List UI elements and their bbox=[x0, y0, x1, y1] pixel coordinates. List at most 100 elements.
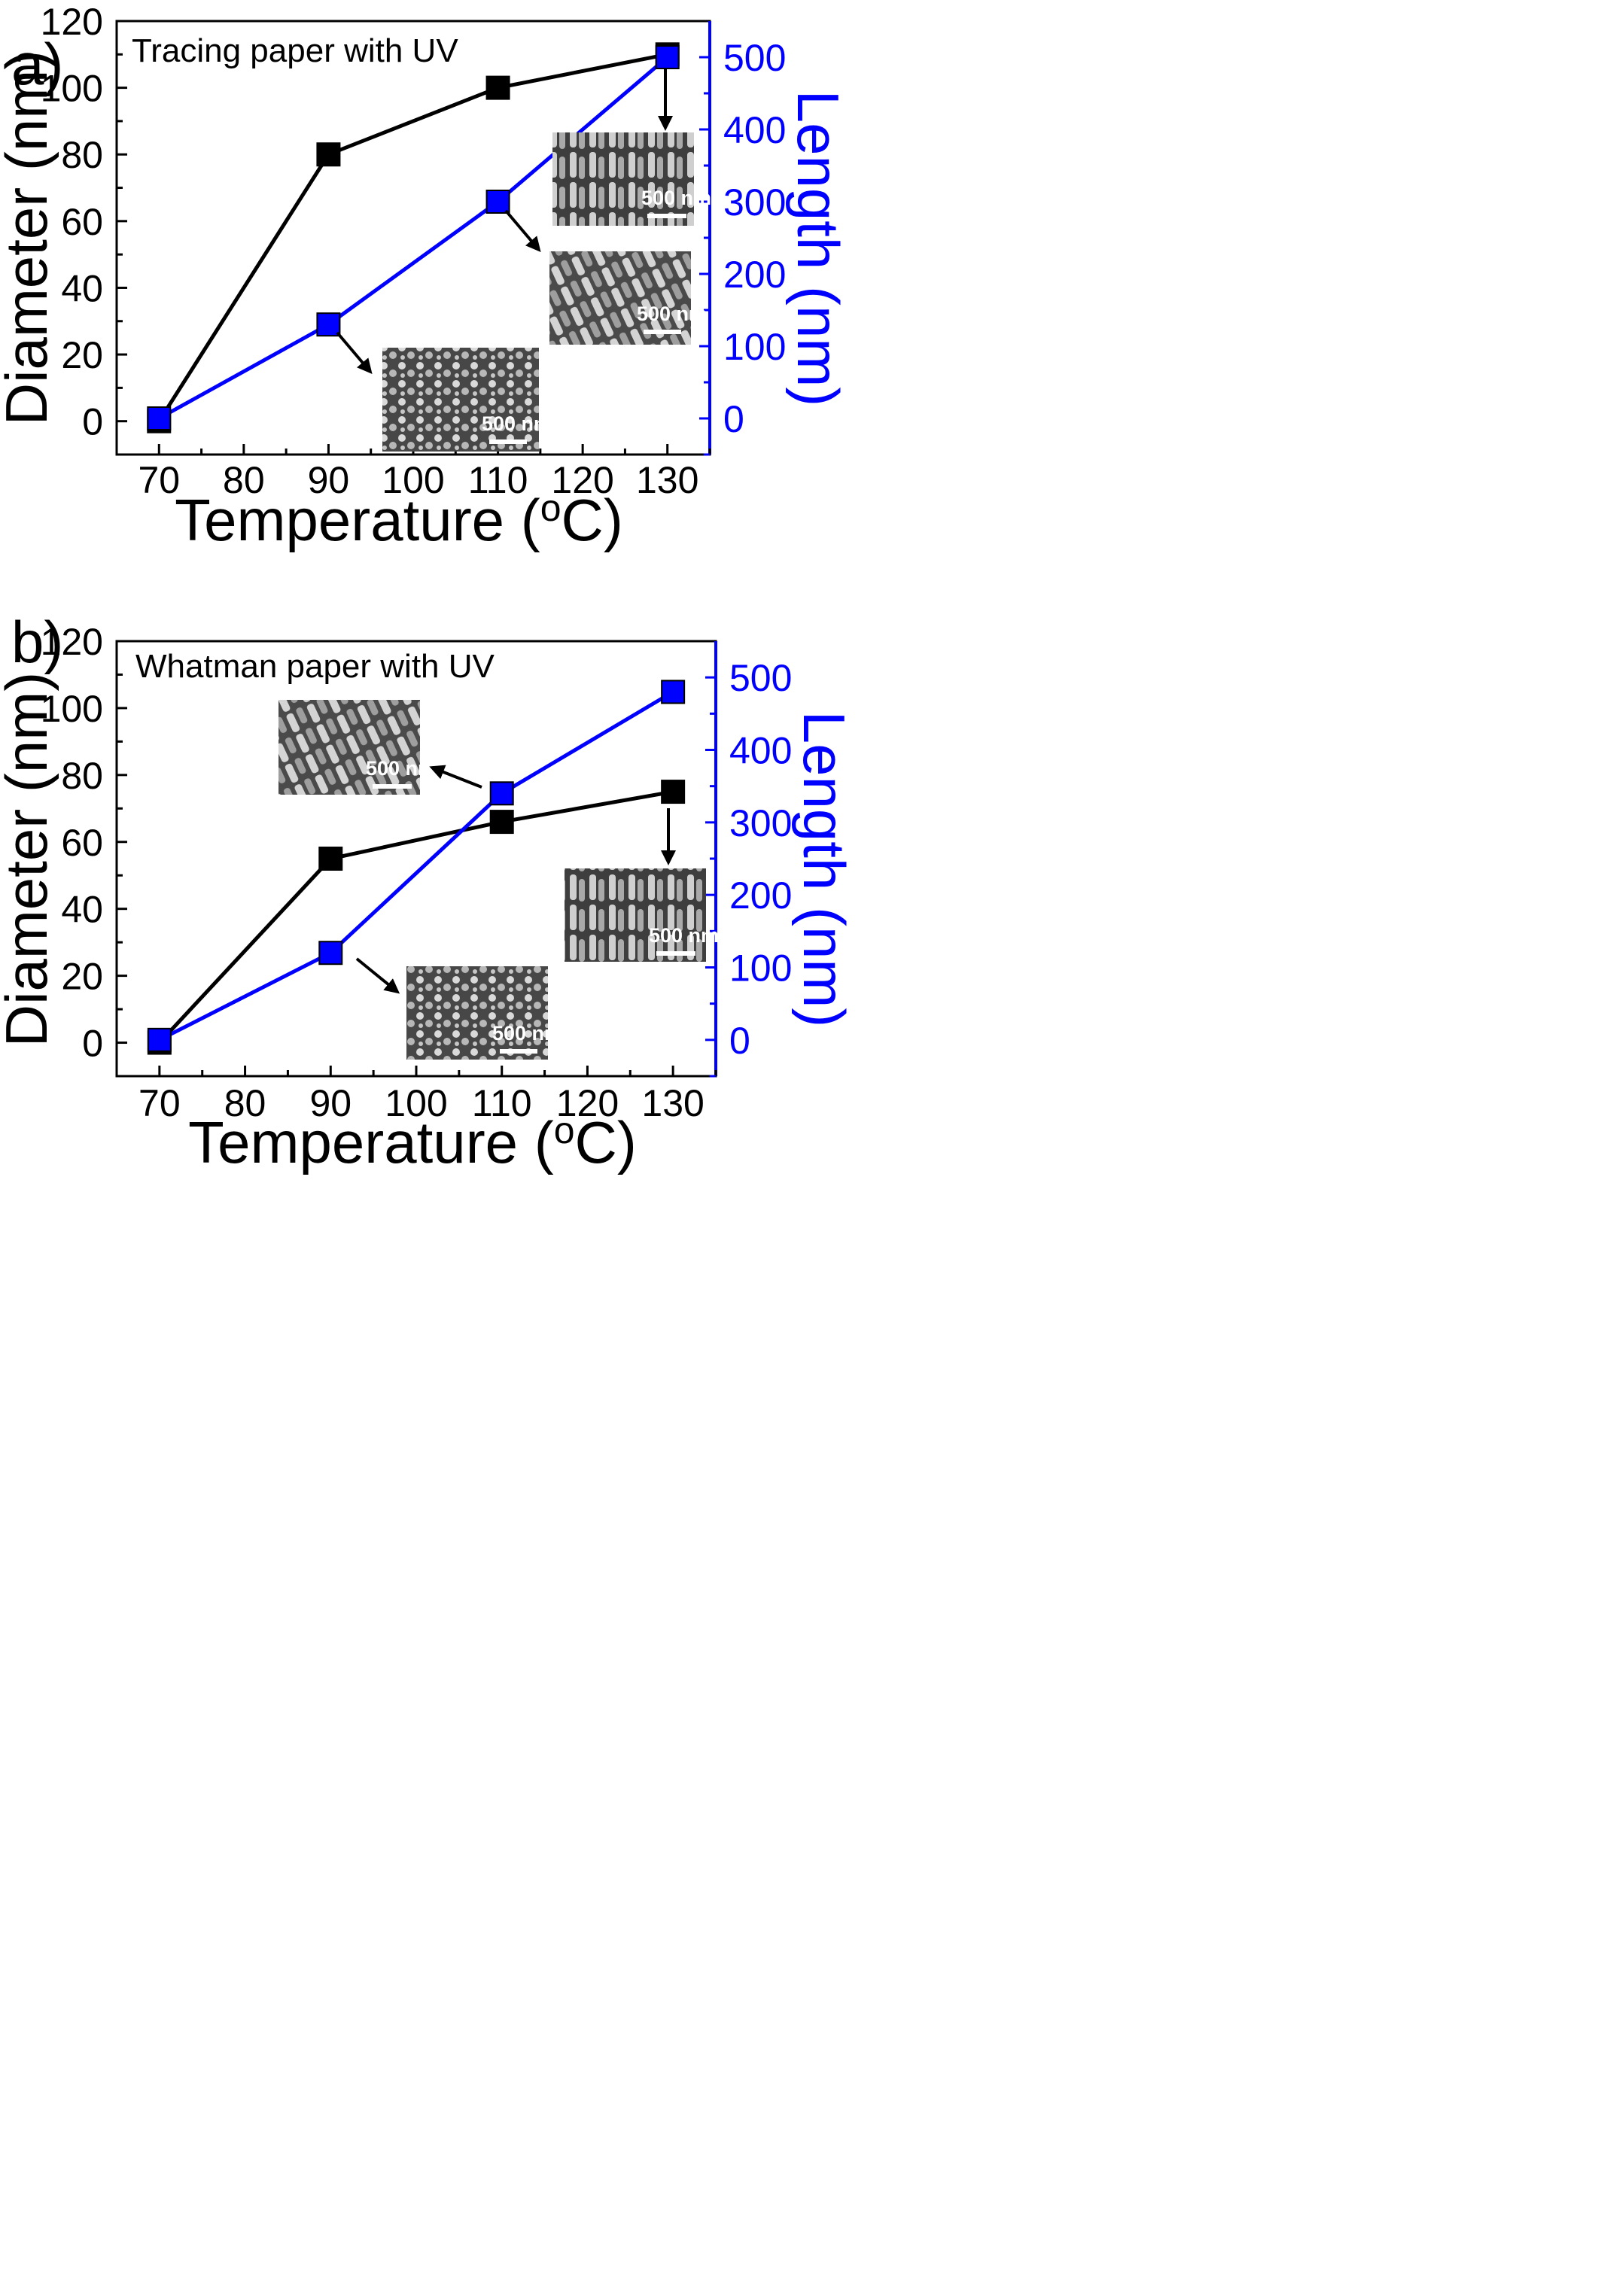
y-left-tick-label: 20 bbox=[61, 334, 103, 376]
y-left-tick-label: 40 bbox=[61, 267, 103, 309]
x-tick-label: 100 bbox=[385, 1082, 447, 1124]
sem-image bbox=[382, 348, 539, 452]
left-y-axis: 0 20 40 60 80 100 120 bbox=[41, 1, 127, 456]
data-point-diameter bbox=[485, 75, 510, 100]
y-right-tick-label: 100 bbox=[723, 326, 786, 368]
y-left-tick-label: 40 bbox=[61, 889, 103, 931]
panel-b: b) 70 80 90 100 110 120 130 0 20 40 60 80 100 120 0 1… bbox=[0, 609, 857, 1175]
y-left-tick-label: 100 bbox=[41, 68, 103, 110]
scale-bar-label: 500 nm bbox=[649, 924, 719, 947]
sem-image bbox=[406, 966, 548, 1060]
x-tick-label: 110 bbox=[468, 459, 528, 501]
data-point-diameter bbox=[316, 142, 341, 167]
data-point-length bbox=[147, 406, 172, 430]
x-tick-label: 100 bbox=[382, 459, 444, 501]
right-y-axis-title: Length (nm) bbox=[791, 711, 857, 1028]
sem-image bbox=[278, 700, 420, 795]
y-left-tick-label: 0 bbox=[82, 1023, 103, 1065]
data-series bbox=[147, 680, 686, 1055]
y-right-tick-label: 300 bbox=[723, 181, 786, 224]
x-axis-title: Temperature (oC) bbox=[175, 487, 623, 553]
x-axis: 70 80 90 100 110 120 130 bbox=[115, 1066, 717, 1124]
y-left-tick-label: 60 bbox=[61, 201, 103, 243]
y-right-tick-label: 200 bbox=[729, 874, 792, 917]
y-right-tick-label: 500 bbox=[723, 37, 786, 79]
data-point-length bbox=[147, 1027, 172, 1052]
x-tick-label: 120 bbox=[551, 459, 613, 501]
left-y-axis-title: Diameter (nm) bbox=[0, 672, 59, 1047]
x-tick-label: 90 bbox=[309, 1082, 352, 1124]
scale-bar bbox=[647, 214, 686, 218]
series-line-length bbox=[158, 690, 674, 1042]
y-left-tick-label: 120 bbox=[41, 621, 103, 663]
sem-inset-130c: 500 nm bbox=[565, 868, 719, 962]
right-y-axis: 0 100 200 300 400 500 bbox=[705, 657, 792, 1078]
arrow-to-inset-90c bbox=[336, 331, 373, 375]
panel-label: a) bbox=[11, 31, 63, 97]
scale-bar-label: 500 nm bbox=[641, 187, 711, 209]
x-tick-label: 70 bbox=[138, 459, 180, 501]
series-line-diameter bbox=[157, 52, 668, 423]
data-point-diameter bbox=[318, 847, 343, 871]
scale-bar bbox=[373, 784, 412, 789]
scale-bar-label: 500 nm bbox=[482, 412, 552, 435]
y-right-tick-label: 400 bbox=[723, 109, 786, 151]
scale-bar bbox=[644, 330, 681, 334]
x-tick-label: 80 bbox=[223, 459, 265, 501]
y-left-tick-label: 20 bbox=[61, 956, 103, 998]
x-tick-label: 70 bbox=[138, 1082, 181, 1124]
x-tick-label: 130 bbox=[636, 459, 698, 501]
x-tick-label: 110 bbox=[472, 1082, 532, 1124]
scale-bar bbox=[489, 439, 527, 444]
x-tick-label: 130 bbox=[641, 1082, 704, 1124]
sem-inset-90c: 500 nm bbox=[406, 966, 562, 1060]
data-point-diameter bbox=[661, 780, 686, 804]
scale-bar-label: 500 nm bbox=[637, 303, 707, 325]
y-right-tick-label: 200 bbox=[723, 254, 786, 296]
right-y-axis-title: Length (nm) bbox=[785, 90, 851, 407]
data-series bbox=[147, 42, 680, 433]
data-point-length bbox=[655, 45, 680, 69]
y-left-tick-label: 80 bbox=[61, 134, 103, 176]
data-point-length bbox=[661, 680, 686, 704]
sem-image bbox=[565, 868, 706, 962]
arrow-to-inset-90c bbox=[355, 957, 400, 994]
panel-a: a) 70 80 90 100 110 120 130 0 20 40 60 80 100 120 0 1… bbox=[0, 1, 851, 553]
x-axis: 70 80 90 100 110 120 130 bbox=[115, 444, 711, 501]
data-point-length bbox=[318, 941, 343, 966]
scale-bar bbox=[500, 1049, 537, 1054]
x-tick-label: 120 bbox=[556, 1082, 619, 1124]
y-left-tick-label: 100 bbox=[41, 688, 103, 730]
panel-label: b) bbox=[11, 609, 63, 675]
sem-inset-90c: 500 nm bbox=[382, 348, 552, 452]
data-point-diameter bbox=[489, 810, 514, 835]
y-left-tick-label: 80 bbox=[61, 755, 103, 797]
scale-bar-label: 500 nm bbox=[492, 1022, 562, 1045]
y-right-tick-label: 300 bbox=[729, 802, 792, 844]
arrow-to-inset-110c bbox=[504, 209, 541, 253]
x-tick-label: 90 bbox=[308, 459, 350, 501]
y-right-tick-label: 0 bbox=[723, 398, 744, 440]
sem-inset-110c: 500 nm bbox=[549, 251, 707, 345]
data-point-length bbox=[316, 312, 341, 337]
scale-bar-label: 500 nm bbox=[366, 757, 436, 780]
y-right-tick-label: 500 bbox=[729, 657, 792, 699]
panel-annotation: Whatman paper with UV bbox=[135, 648, 495, 685]
left-y-axis: 0 20 40 60 80 100 120 bbox=[41, 621, 127, 1078]
right-y-axis: 0 100 200 300 400 500 bbox=[699, 37, 786, 456]
y-right-tick-label: 100 bbox=[729, 947, 792, 990]
series-line-length bbox=[158, 56, 669, 421]
panel-annotation: Tracing paper with UV bbox=[132, 32, 458, 69]
y-left-tick-label: 60 bbox=[61, 822, 103, 864]
sem-inset-110c: 500 nm bbox=[278, 700, 436, 795]
data-point-length bbox=[489, 781, 514, 806]
y-left-tick-label: 120 bbox=[41, 1, 103, 43]
y-right-tick-label: 0 bbox=[729, 1020, 750, 1062]
sem-inset-130c: 500 nm bbox=[552, 132, 711, 226]
sem-image bbox=[552, 132, 694, 226]
y-left-tick-label: 0 bbox=[82, 401, 103, 443]
sem-image bbox=[549, 251, 691, 345]
x-tick-label: 80 bbox=[224, 1082, 266, 1124]
x-axis-title: Temperature (oC) bbox=[188, 1109, 637, 1175]
